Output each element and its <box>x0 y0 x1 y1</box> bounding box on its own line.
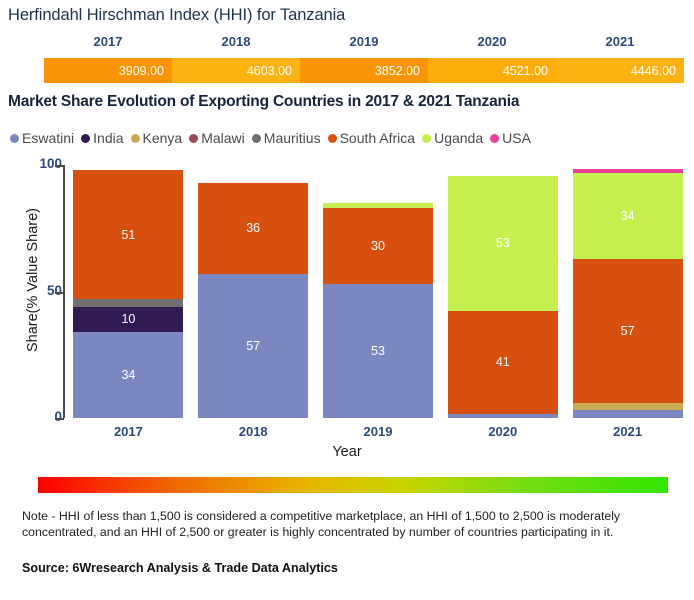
bar-2021[interactable]: 57 34 <box>572 168 683 418</box>
legend-item-kenya[interactable]: Kenya <box>130 130 183 146</box>
y-tick-50: 50 <box>46 282 62 298</box>
bar-segment-2019-uganda <box>322 202 433 209</box>
hhi-value-2017: 3909.00 <box>44 58 172 83</box>
y-axis-ticks: 0 50 100 <box>0 152 62 424</box>
legend-marker-icon <box>422 133 432 143</box>
hhi-year-2017: 2017 <box>93 34 123 49</box>
bar-column-2018: 57 36 <box>191 165 316 418</box>
bar-segment-2017-south-africa: 51 <box>73 170 184 300</box>
hhi-year-2018: 2018 <box>221 34 251 49</box>
bar-segment-2019-eswatini: 53 <box>322 283 433 418</box>
legend-label: Kenya <box>142 130 183 146</box>
hhi-year-2019: 2019 <box>349 34 379 49</box>
legend-marker-icon <box>189 133 199 143</box>
bar-segment-2021-uganda: 34 <box>572 172 683 259</box>
x-axis-ticks: 2017 2018 2019 2020 2021 <box>66 424 690 439</box>
y-tick-100: 100 <box>39 156 62 171</box>
y-tick-mark <box>55 418 64 420</box>
hhi-value-2020: 4521.00 <box>428 58 556 83</box>
footnote: Note - HHI of less than 1,500 is conside… <box>22 509 621 539</box>
legend-label: Eswatini <box>22 130 75 146</box>
bar-column-2021: 57 34 <box>565 165 690 418</box>
legend-marker-icon <box>490 133 500 143</box>
bar-column-2017: 34 10 51 <box>66 165 191 418</box>
legend-item-malawi[interactable]: Malawi <box>189 130 245 146</box>
hhi-value-2018: 4603.00 <box>172 58 300 83</box>
bar-segment-2021-south-africa: 57 <box>572 258 683 403</box>
bar-2020[interactable]: 41 53 <box>447 176 558 418</box>
bar-segment-2017-mauritius <box>73 299 184 307</box>
legend-label: Uganda <box>434 130 484 146</box>
bar-2017[interactable]: 34 10 51 <box>73 170 184 418</box>
bar-segment-2017-eswatini: 34 <box>73 331 184 418</box>
chart-plot-area: Share(% Value Share) 0 50 100 34 10 51 57 36 53… <box>0 152 694 460</box>
legend-label: Malawi <box>201 130 245 146</box>
bar-segment-2020-eswatini <box>447 414 558 418</box>
hhi-value-bar: 3909.00 4603.00 3852.00 4521.00 4446.00 <box>44 58 684 83</box>
legend-label: Mauritius <box>263 130 321 146</box>
bar-2019[interactable]: 53 30 <box>322 202 433 418</box>
x-tick-2017: 2017 <box>113 424 143 439</box>
legend-marker-icon <box>251 133 261 143</box>
legend-item-mauritius[interactable]: Mauritius <box>251 130 321 146</box>
hhi-year-2020: 2020 <box>477 34 507 49</box>
bar-segment-2021-eswatini <box>572 410 683 418</box>
bar-segment-2017-india: 10 <box>73 306 184 332</box>
legend-marker-icon <box>130 133 140 143</box>
legend-item-eswatini[interactable]: Eswatini <box>10 130 74 146</box>
bar-segment-2021-usa <box>572 168 683 173</box>
legend-label: India <box>93 130 124 146</box>
bar-segment-2020-uganda: 53 <box>447 176 558 311</box>
legend-item-usa[interactable]: USA <box>490 130 531 146</box>
hhi-title: Herfindahl Hirschman Index (HHI) for Tan… <box>8 6 346 24</box>
legend-marker-icon <box>327 133 337 143</box>
bar-segment-2018-south-africa: 36 <box>198 182 309 274</box>
x-tick-2020: 2020 <box>488 424 518 439</box>
hhi-year-row: 2017 2018 2019 2020 2021 <box>44 34 684 54</box>
bar-segment-2018-eswatini: 57 <box>198 273 309 418</box>
legend-marker-icon <box>10 133 19 143</box>
y-tick-0: 0 <box>54 409 62 424</box>
hhi-value-2021: 4446.00 <box>556 58 684 83</box>
legend-item-india[interactable]: India <box>81 130 124 146</box>
bar-column-2019: 53 30 <box>316 165 441 418</box>
legend-marker-icon <box>81 133 91 143</box>
hhi-year-2021: 2021 <box>605 34 635 49</box>
legend-label: USA <box>502 130 531 146</box>
y-tick-mark <box>55 165 64 167</box>
bar-segment-2021-kenya <box>572 402 683 411</box>
chart-legend: Eswatini India Kenya Malawi Mauritius South A… <box>10 130 690 146</box>
y-tick-mark <box>55 291 64 294</box>
bar-segment-2019-south-africa: 30 <box>322 208 433 284</box>
bar-column-2020: 41 53 <box>440 165 565 418</box>
legend-label: South Africa <box>339 130 416 146</box>
x-tick-2019: 2019 <box>363 424 393 439</box>
x-tick-2021: 2021 <box>613 424 643 439</box>
y-axis-line <box>63 165 65 418</box>
source-line: Source: 6Wresearch Analysis & Trade Data… <box>22 561 338 575</box>
chart-title: Market Share Evolution of Exporting Coun… <box>8 93 520 110</box>
stacked-bars: 34 10 51 57 36 53 30 41 53 57 34 <box>66 165 690 418</box>
hhi-value-2019: 3852.00 <box>300 58 428 83</box>
x-axis-label: Year <box>332 444 362 460</box>
hhi-gradient-scale <box>38 477 668 493</box>
bar-segment-2020-south-africa: 41 <box>447 310 558 415</box>
bar-2018[interactable]: 57 36 <box>198 182 309 418</box>
legend-item-uganda[interactable]: Uganda <box>422 130 483 146</box>
legend-item-south-africa[interactable]: South Africa <box>327 130 416 146</box>
x-tick-2018: 2018 <box>238 424 268 439</box>
